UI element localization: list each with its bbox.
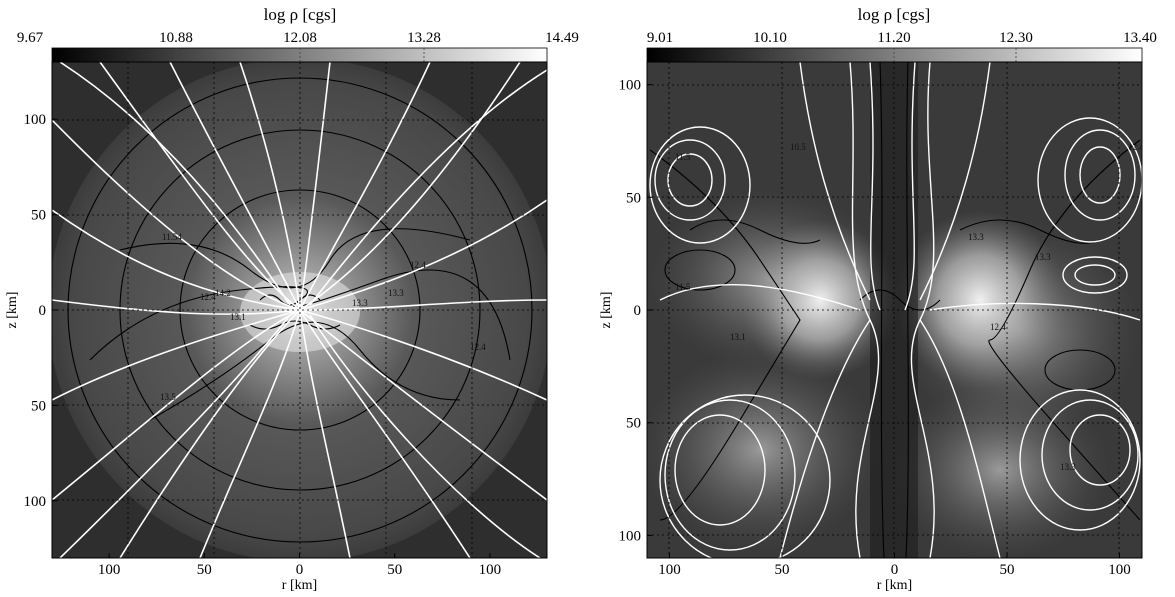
y-tick-label: 100 — [619, 528, 642, 544]
y-tick-label: 50 — [31, 398, 46, 414]
contour-label: 11.5 — [675, 282, 691, 292]
contour-labels: 10.5 11.5 12.4 13.3 13.3 11.5 13.1 12.4 … — [675, 142, 1144, 472]
colorbar-tick: 9.67 — [17, 30, 44, 46]
density-map: 12.4 12.4 11.54 13.1 13.3 12.4 13.5 14.2… — [52, 62, 547, 558]
y-tick-label: 0 — [39, 303, 47, 319]
y-tick-label: 100 — [619, 78, 642, 94]
y-tick-label: 0 — [634, 303, 642, 319]
x-axis-label: r [km] — [877, 578, 912, 593]
colorbar-title: log ρ [cgs] — [264, 5, 337, 24]
y-tick-label: 100 — [24, 112, 47, 128]
y-tick-label: 50 — [626, 190, 641, 206]
colorbar-tick: 14.49 — [545, 30, 579, 46]
contour-label: 13.5 — [160, 392, 176, 402]
colorbar-tick: 10.88 — [159, 30, 193, 46]
x-tick-label: 50 — [387, 562, 402, 578]
x-tick-label: 50 — [197, 562, 212, 578]
colorbar — [646, 47, 1143, 63]
y-tick-label: 50 — [626, 416, 641, 432]
contour-label: 10.5 — [790, 142, 806, 152]
x-tick-label: 0 — [891, 562, 899, 578]
right-panel: log ρ [cgs] 9.01 10.10 11.20 12.30 13.40 — [599, 5, 1157, 593]
axes: 100 50 0 50 100 100 50 0 50 100 r [km] z [km] — [5, 112, 501, 593]
contour-label: 14.2 — [215, 288, 231, 298]
x-axis-label: r [km] — [282, 578, 317, 593]
contour-label: 12.4 — [990, 322, 1006, 332]
contour-label: 11.5 — [675, 152, 691, 162]
contour-labels: 12.4 12.4 11.54 13.1 13.3 12.4 13.5 14.2… — [160, 232, 486, 402]
x-tick-label: 100 — [98, 562, 121, 578]
colorbar-tick: 13.28 — [407, 30, 441, 46]
x-tick-label: 50 — [775, 562, 790, 578]
contour-label: 13.3 — [1060, 462, 1076, 472]
colorbar-tick: 10.10 — [753, 30, 787, 46]
contour-label: 13.3 — [352, 298, 368, 308]
y-axis-label: z [km] — [599, 292, 614, 329]
colorbar-tick: 12.08 — [283, 30, 317, 46]
contour-label: 13.3 — [388, 288, 404, 298]
x-tick-label: 100 — [1108, 562, 1131, 578]
contour-label: 12.4 — [470, 342, 486, 352]
x-tick-label: 100 — [479, 562, 502, 578]
y-tick-label: 50 — [31, 208, 46, 224]
colorbar-tick: 13.40 — [1123, 30, 1157, 46]
left-panel: log ρ [cgs] 9.67 10.88 12.08 13.28 14.49 — [5, 5, 579, 593]
colorbar-ticks: 9.01 10.10 11.20 12.30 13.40 — [647, 30, 1157, 46]
colorbar-tick: 12.30 — [999, 30, 1033, 46]
density-map: 10.5 11.5 12.4 13.3 13.3 11.5 13.1 12.4 … — [647, 62, 1144, 558]
colorbar-tick: 9.01 — [647, 30, 673, 46]
contour-label: 13.3 — [1035, 252, 1051, 262]
contour-label: 12.4 — [410, 260, 426, 270]
y-axis-label: z [km] — [5, 292, 20, 329]
colorbar — [51, 47, 548, 63]
magnetic-field-lines — [52, 62, 547, 558]
colorbar-ticks: 9.67 10.88 12.08 13.28 14.49 — [17, 30, 579, 46]
contour-label: 11.54 — [162, 232, 182, 242]
contour-label: 13.3 — [968, 232, 984, 242]
contour-label: 12.4 — [200, 292, 216, 302]
colorbar-tick: 11.20 — [877, 30, 910, 46]
contour-label: 13.1 — [230, 312, 246, 322]
colorbar-title: log ρ [cgs] — [858, 5, 931, 24]
x-tick-label: 50 — [1000, 562, 1015, 578]
x-tick-label: 100 — [658, 562, 681, 578]
y-tick-label: 100 — [24, 494, 47, 510]
magnetic-field-lines — [649, 62, 1142, 558]
contour-label: 13.1 — [730, 332, 746, 342]
axes: 100 50 0 50 100 100 50 0 50 100 r [km] z [km] — [599, 78, 1131, 593]
x-tick-label: 0 — [296, 562, 304, 578]
contour-label: 12.4 — [1128, 142, 1144, 152]
